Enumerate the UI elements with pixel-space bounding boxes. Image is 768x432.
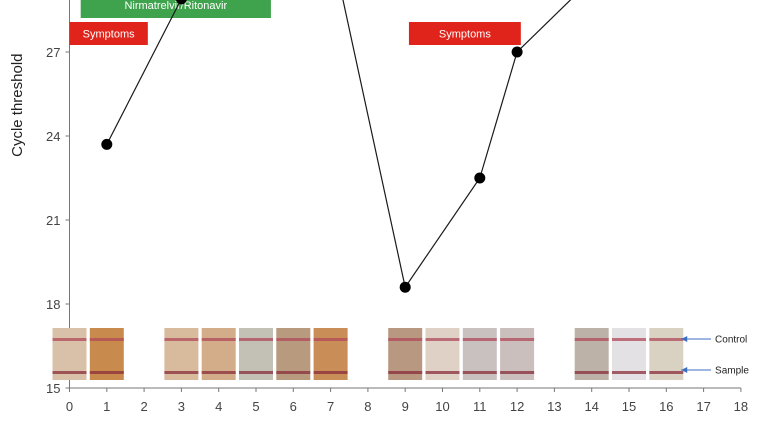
sample-band (425, 371, 460, 374)
y-tick-label: 24 (46, 129, 60, 144)
x-tick-label: 2 (140, 399, 147, 414)
x-tick-label: 3 (178, 399, 185, 414)
control-band (89, 338, 124, 341)
data-point (176, 0, 187, 5)
control-band (425, 338, 460, 341)
control-legend-arrowhead (681, 336, 688, 342)
y-tick-label: 18 (46, 297, 60, 312)
x-tick-label: 0 (66, 399, 73, 414)
data-point (474, 172, 486, 184)
sample-legend-label: Sample (715, 366, 749, 377)
x-tick-label: 9 (402, 399, 409, 414)
x-tick-label: 18 (734, 399, 748, 414)
sample-legend-arrowhead (681, 367, 688, 373)
x-tick-label: 6 (290, 399, 297, 414)
x-tick-label: 5 (252, 399, 259, 414)
control-legend-label: Control (715, 335, 747, 346)
sample-band (388, 371, 423, 374)
treatment-label: Nirmatrelvir/Ritonavir (124, 0, 227, 12)
sample-band (276, 371, 311, 374)
x-tick-label: 16 (659, 399, 673, 414)
sample-band (52, 371, 87, 374)
control-band (276, 338, 311, 341)
control-band (164, 338, 199, 341)
control-band (574, 338, 609, 341)
data-point (399, 281, 411, 293)
x-tick-label: 17 (696, 399, 710, 414)
symptoms-label: Symptoms (439, 29, 491, 41)
sample-band (574, 371, 609, 374)
y-axis-title: Cycle threshold (9, 54, 26, 157)
x-tick-label: 7 (327, 399, 334, 414)
control-band (388, 338, 423, 341)
y-tick-label: 21 (46, 213, 60, 228)
x-tick-label: 4 (215, 399, 222, 414)
x-tick-label: 10 (435, 399, 449, 414)
x-tick-label: 14 (584, 399, 598, 414)
sample-band (462, 371, 497, 374)
x-tick-label: 1 (103, 399, 110, 414)
control-band (500, 338, 535, 341)
control-band (462, 338, 497, 341)
data-point (511, 46, 523, 58)
sample-band (649, 371, 684, 374)
control-band (239, 338, 273, 341)
sample-band (612, 371, 646, 374)
sample-band (500, 371, 535, 374)
sample-band (164, 371, 199, 374)
x-tick-label: 8 (364, 399, 371, 414)
x-tick-label: 15 (622, 399, 636, 414)
control-band (649, 338, 684, 341)
y-tick-label: 27 (46, 45, 60, 60)
x-tick-label: 12 (510, 399, 524, 414)
control-band (52, 338, 87, 341)
control-band (313, 338, 348, 341)
sample-band (313, 371, 348, 374)
control-band (612, 338, 646, 341)
symptoms-banner (69, 22, 148, 45)
sample-band (89, 371, 124, 374)
control-band (201, 338, 236, 341)
sample-band (201, 371, 236, 374)
y-tick-label: 15 (46, 381, 60, 396)
symptoms-label: Symptoms (83, 29, 135, 41)
symptoms-banner (408, 22, 521, 45)
x-tick-label: 11 (473, 399, 487, 414)
sample-band (239, 371, 273, 374)
x-tick-label: 13 (547, 399, 561, 414)
data-point (101, 138, 113, 150)
